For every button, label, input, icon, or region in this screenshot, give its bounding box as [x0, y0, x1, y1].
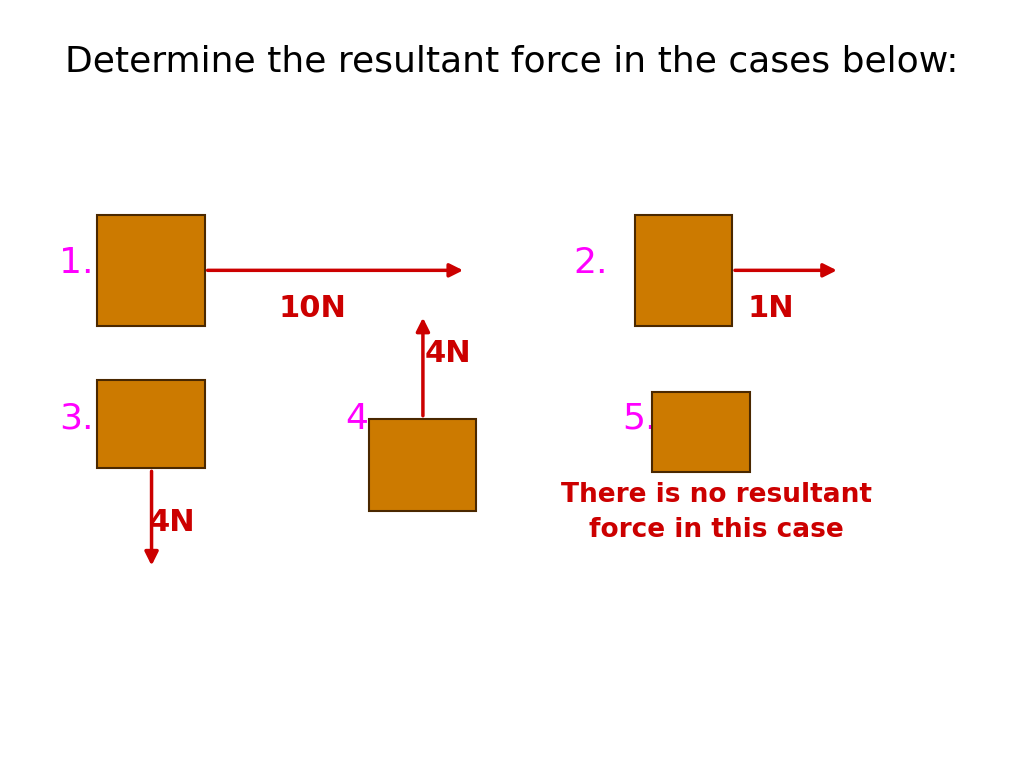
Text: 5.: 5. — [623, 402, 657, 435]
Bar — [635, 215, 732, 326]
Text: 4N: 4N — [424, 339, 471, 368]
Text: There is no resultant: There is no resultant — [561, 482, 872, 508]
Text: 4N: 4N — [148, 508, 196, 537]
Text: 2.: 2. — [573, 246, 608, 280]
Text: force in this case: force in this case — [590, 517, 844, 543]
Text: 3.: 3. — [59, 402, 94, 435]
Bar — [97, 380, 205, 468]
Text: 10N: 10N — [279, 294, 346, 323]
Bar — [97, 215, 205, 326]
Text: 4.: 4. — [345, 402, 380, 435]
Text: 1N: 1N — [748, 294, 795, 323]
Text: 1.: 1. — [59, 246, 94, 280]
Bar — [652, 392, 750, 472]
Text: Determine the resultant force in the cases below:: Determine the resultant force in the cas… — [66, 45, 958, 78]
Bar — [369, 419, 476, 511]
